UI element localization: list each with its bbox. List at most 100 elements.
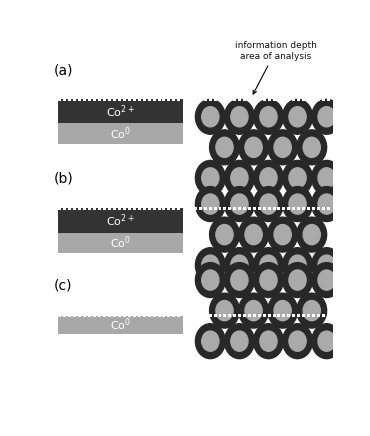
Bar bbox=[158, 98, 161, 101]
Bar bbox=[307, 98, 310, 101]
Circle shape bbox=[283, 187, 313, 221]
Bar bbox=[273, 314, 276, 317]
Circle shape bbox=[312, 187, 342, 221]
Circle shape bbox=[253, 160, 283, 195]
Bar bbox=[158, 314, 161, 317]
Bar bbox=[118, 314, 121, 317]
Circle shape bbox=[289, 331, 306, 351]
Bar bbox=[243, 207, 246, 210]
Circle shape bbox=[260, 255, 277, 275]
Text: (a): (a) bbox=[53, 64, 73, 78]
Bar bbox=[253, 314, 256, 317]
Bar bbox=[88, 314, 91, 317]
Bar bbox=[243, 98, 246, 101]
Circle shape bbox=[245, 300, 262, 321]
Bar bbox=[68, 314, 71, 317]
Bar bbox=[273, 207, 276, 210]
Circle shape bbox=[318, 194, 335, 214]
Bar bbox=[287, 314, 290, 317]
Bar bbox=[78, 98, 81, 101]
Bar bbox=[297, 314, 300, 317]
Bar bbox=[238, 207, 241, 210]
Bar bbox=[253, 98, 256, 101]
Bar bbox=[317, 207, 320, 210]
Bar bbox=[178, 98, 181, 101]
Bar bbox=[228, 314, 231, 317]
Bar bbox=[297, 98, 300, 101]
Bar bbox=[172, 314, 175, 317]
Circle shape bbox=[260, 331, 277, 351]
Bar bbox=[63, 314, 66, 317]
Bar bbox=[282, 98, 285, 101]
Circle shape bbox=[274, 225, 291, 245]
Bar bbox=[108, 98, 111, 101]
Bar bbox=[194, 314, 197, 317]
Bar bbox=[327, 314, 330, 317]
Circle shape bbox=[231, 331, 248, 351]
Circle shape bbox=[312, 99, 342, 134]
Bar bbox=[168, 207, 171, 210]
Bar bbox=[68, 98, 71, 101]
Bar bbox=[98, 207, 101, 210]
Circle shape bbox=[318, 168, 335, 188]
Circle shape bbox=[274, 300, 291, 321]
Bar bbox=[327, 207, 330, 210]
Bar bbox=[273, 98, 276, 101]
Bar bbox=[83, 98, 86, 101]
Bar bbox=[219, 207, 222, 210]
Bar bbox=[302, 314, 305, 317]
Bar bbox=[219, 314, 222, 317]
Bar bbox=[307, 314, 310, 317]
Bar bbox=[138, 98, 141, 101]
Circle shape bbox=[253, 248, 283, 283]
Bar bbox=[199, 207, 202, 210]
Bar bbox=[58, 232, 182, 252]
Bar bbox=[152, 98, 155, 101]
Bar bbox=[282, 314, 285, 317]
Bar bbox=[292, 207, 295, 210]
Circle shape bbox=[231, 194, 248, 214]
Bar bbox=[132, 314, 135, 317]
Bar bbox=[268, 98, 270, 101]
Bar bbox=[248, 314, 251, 317]
Circle shape bbox=[195, 262, 225, 297]
Bar bbox=[138, 207, 141, 210]
Bar bbox=[204, 207, 207, 210]
Bar bbox=[102, 98, 105, 101]
Bar bbox=[122, 98, 125, 101]
Bar bbox=[327, 98, 330, 101]
Bar bbox=[178, 207, 181, 210]
Circle shape bbox=[260, 107, 277, 127]
Bar bbox=[268, 207, 270, 210]
Circle shape bbox=[231, 255, 248, 275]
Bar bbox=[73, 98, 76, 101]
Circle shape bbox=[239, 293, 269, 328]
Circle shape bbox=[253, 324, 283, 359]
Circle shape bbox=[318, 255, 335, 275]
Bar bbox=[297, 207, 300, 210]
Circle shape bbox=[231, 107, 248, 127]
Bar bbox=[209, 207, 212, 210]
Circle shape bbox=[225, 160, 254, 195]
Bar bbox=[98, 98, 101, 101]
Circle shape bbox=[216, 225, 233, 245]
Circle shape bbox=[195, 187, 225, 221]
Bar bbox=[287, 207, 290, 210]
Bar bbox=[58, 207, 61, 210]
Bar bbox=[88, 98, 91, 101]
Bar bbox=[312, 98, 315, 101]
Text: Co$^{0}$: Co$^{0}$ bbox=[110, 125, 131, 142]
Text: (c): (c) bbox=[53, 279, 72, 293]
Circle shape bbox=[245, 137, 262, 157]
Bar bbox=[58, 123, 182, 143]
Circle shape bbox=[312, 324, 342, 359]
Bar bbox=[263, 314, 266, 317]
Bar bbox=[223, 207, 226, 210]
Circle shape bbox=[318, 270, 335, 290]
Bar bbox=[162, 207, 165, 210]
Bar bbox=[322, 314, 325, 317]
Bar bbox=[92, 98, 95, 101]
Circle shape bbox=[297, 217, 327, 252]
Bar bbox=[112, 207, 115, 210]
Bar bbox=[158, 207, 161, 210]
